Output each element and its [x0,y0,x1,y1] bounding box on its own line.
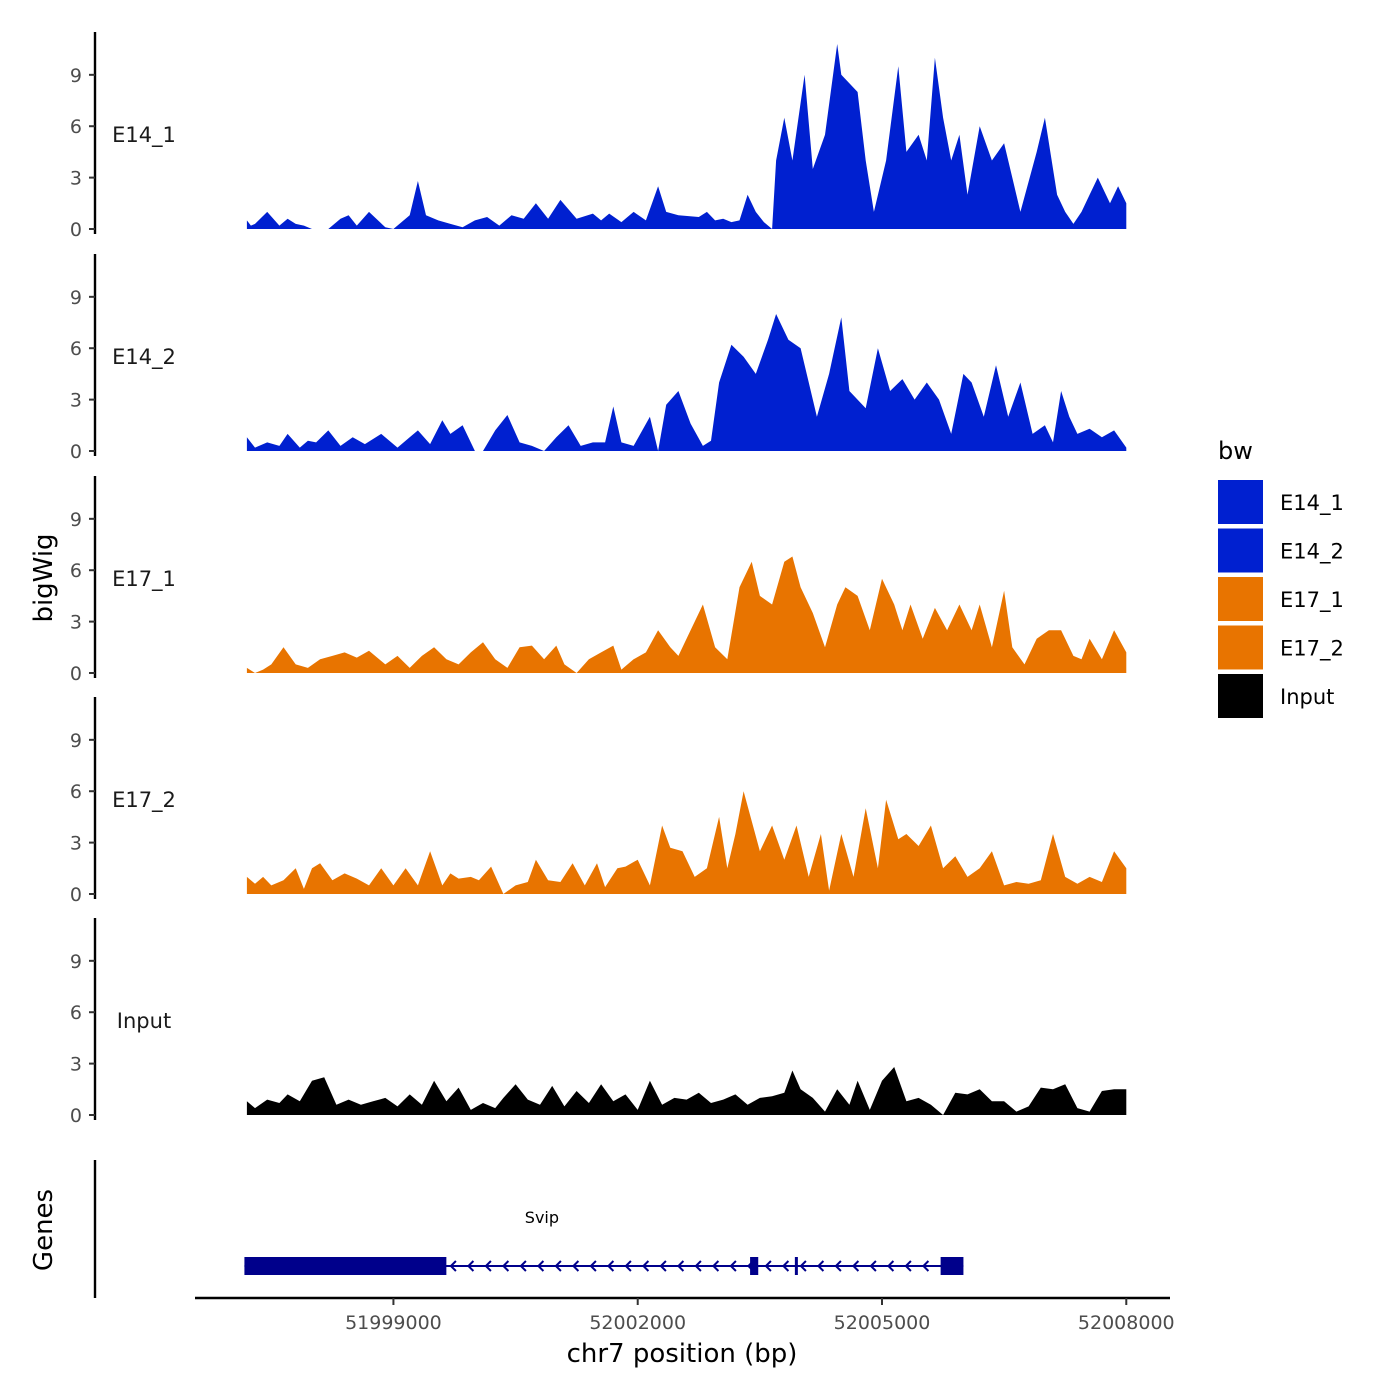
gene-exon [244,1257,447,1275]
y-tick-label: 3 [70,612,82,634]
y-tick-label: 6 [70,781,82,803]
strand-chevron [484,1260,492,1272]
x-axis-title: chr7 position (bp) [567,1339,798,1369]
x-tick-label: 52002000 [589,1312,686,1334]
y-tick-label: 3 [70,833,82,855]
strand-chevron [659,1260,667,1272]
strand-chevron [694,1260,702,1272]
legend-label: E14_1 [1280,491,1344,516]
strand-chevron [834,1260,842,1272]
strand-chevron [677,1260,685,1272]
legend-label: E17_2 [1280,637,1344,662]
strand-chevron [642,1260,650,1272]
strand-chevron [869,1260,877,1272]
legend-swatch [1218,577,1263,621]
strand-chevron [554,1260,562,1272]
area-series-E17_1 [246,556,1127,673]
gene-exon [940,1257,964,1275]
y-tick-label: 3 [70,1054,82,1076]
strand-chevron [817,1260,825,1272]
strand-chevron [589,1260,597,1272]
strand-chevron [572,1260,580,1272]
y-tick-label: 9 [70,730,82,752]
track-E14_1: 0 3 6 9 E14_1 [70,32,1127,241]
y-tick-label: 6 [70,116,82,138]
legend-item-Input: Input [1218,674,1334,718]
legend-item-E17_1: E17_1 [1218,577,1344,621]
x-axis: 51999000 52002000 52005000 52008000 [195,1296,1175,1334]
y-tick-label: 9 [70,65,82,87]
strand-chevron [537,1260,545,1272]
strand-chevron [607,1260,615,1272]
gene-exon [794,1257,798,1275]
legend-swatch [1218,674,1263,718]
legend-swatch [1218,528,1263,573]
legend-swatch [1218,625,1263,670]
strand-chevron [502,1260,510,1272]
gene-Svip: Svip [244,1208,964,1275]
legend-item-E17_2: E17_2 [1218,625,1344,670]
strand-chevron [449,1260,457,1272]
y-tick-label: 0 [70,884,82,906]
strand-chevron [519,1260,527,1272]
track-label-E17_1: E17_1 [112,567,176,592]
legend-title: bw [1218,437,1253,465]
strand-chevron [852,1260,860,1272]
y-tick-label: 9 [70,509,82,531]
area-series-Input [246,1067,1127,1115]
y-tick-label: 6 [70,1002,82,1024]
area-series-E14_2 [246,314,1127,451]
y-tick-label: 3 [70,390,82,412]
y-tick-label: 6 [70,338,82,360]
tracks-layer: 0 3 6 9 E14_1 0 3 6 9 E14_2 0 3 6 9 E17_1 0 3 6 9 E17_2 0 3 6 9… [70,32,1127,1127]
y-tick-label: 0 [70,663,82,685]
x-tick-label: 51999000 [345,1312,442,1334]
track-label-E14_1: E14_1 [112,123,176,148]
legend-label: E14_2 [1280,540,1344,565]
legend-label: E17_1 [1280,588,1344,613]
strand-chevron [729,1260,737,1272]
strand-chevron [799,1260,807,1272]
track-E17_2: 0 3 6 9 E17_2 [70,697,1127,906]
gene-name-label: Svip [525,1208,559,1227]
track-label-E14_2: E14_2 [112,345,176,370]
y-tick-label: 0 [70,1105,82,1127]
y-tick-label: 6 [70,560,82,582]
legend-label: Input [1280,685,1334,709]
gene-exon [750,1257,759,1275]
x-tick-label: 52008000 [1078,1312,1175,1334]
track-E14_2: 0 3 6 9 E14_2 [70,254,1127,463]
legend-swatch [1218,480,1263,524]
track-label-Input: Input [117,1009,171,1033]
y-axis-title-bigwig: bigWig [29,533,59,622]
strand-chevron [922,1260,930,1272]
strand-chevron [764,1260,772,1272]
area-series-E14_1 [246,44,1127,229]
genes-layer: Svip [93,1160,964,1298]
track-Input: 0 3 6 9 Input [70,918,1127,1127]
track-E17_1: 0 3 6 9 E17_1 [70,476,1127,685]
area-series-E17_2 [246,791,1127,894]
y-tick-label: 3 [70,168,82,190]
legend-item-E14_1: E14_1 [1218,480,1344,524]
legend-item-E14_2: E14_2 [1218,528,1344,573]
y-tick-label: 9 [70,951,82,973]
y-tick-label: 0 [70,219,82,241]
strand-chevron [782,1260,790,1272]
strand-chevron [904,1260,912,1272]
y-axis-title-genes: Genes [29,1189,59,1271]
strand-chevron [887,1260,895,1272]
y-tick-label: 9 [70,287,82,309]
strand-chevron [467,1260,475,1272]
y-tick-label: 0 [70,441,82,463]
track-label-E17_2: E17_2 [112,788,176,813]
legend: E14_1 E14_2 E17_1 E17_2 Input [1218,480,1344,718]
strand-chevron [624,1260,632,1272]
x-tick-label: 52005000 [834,1312,931,1334]
strand-chevron [712,1260,720,1272]
